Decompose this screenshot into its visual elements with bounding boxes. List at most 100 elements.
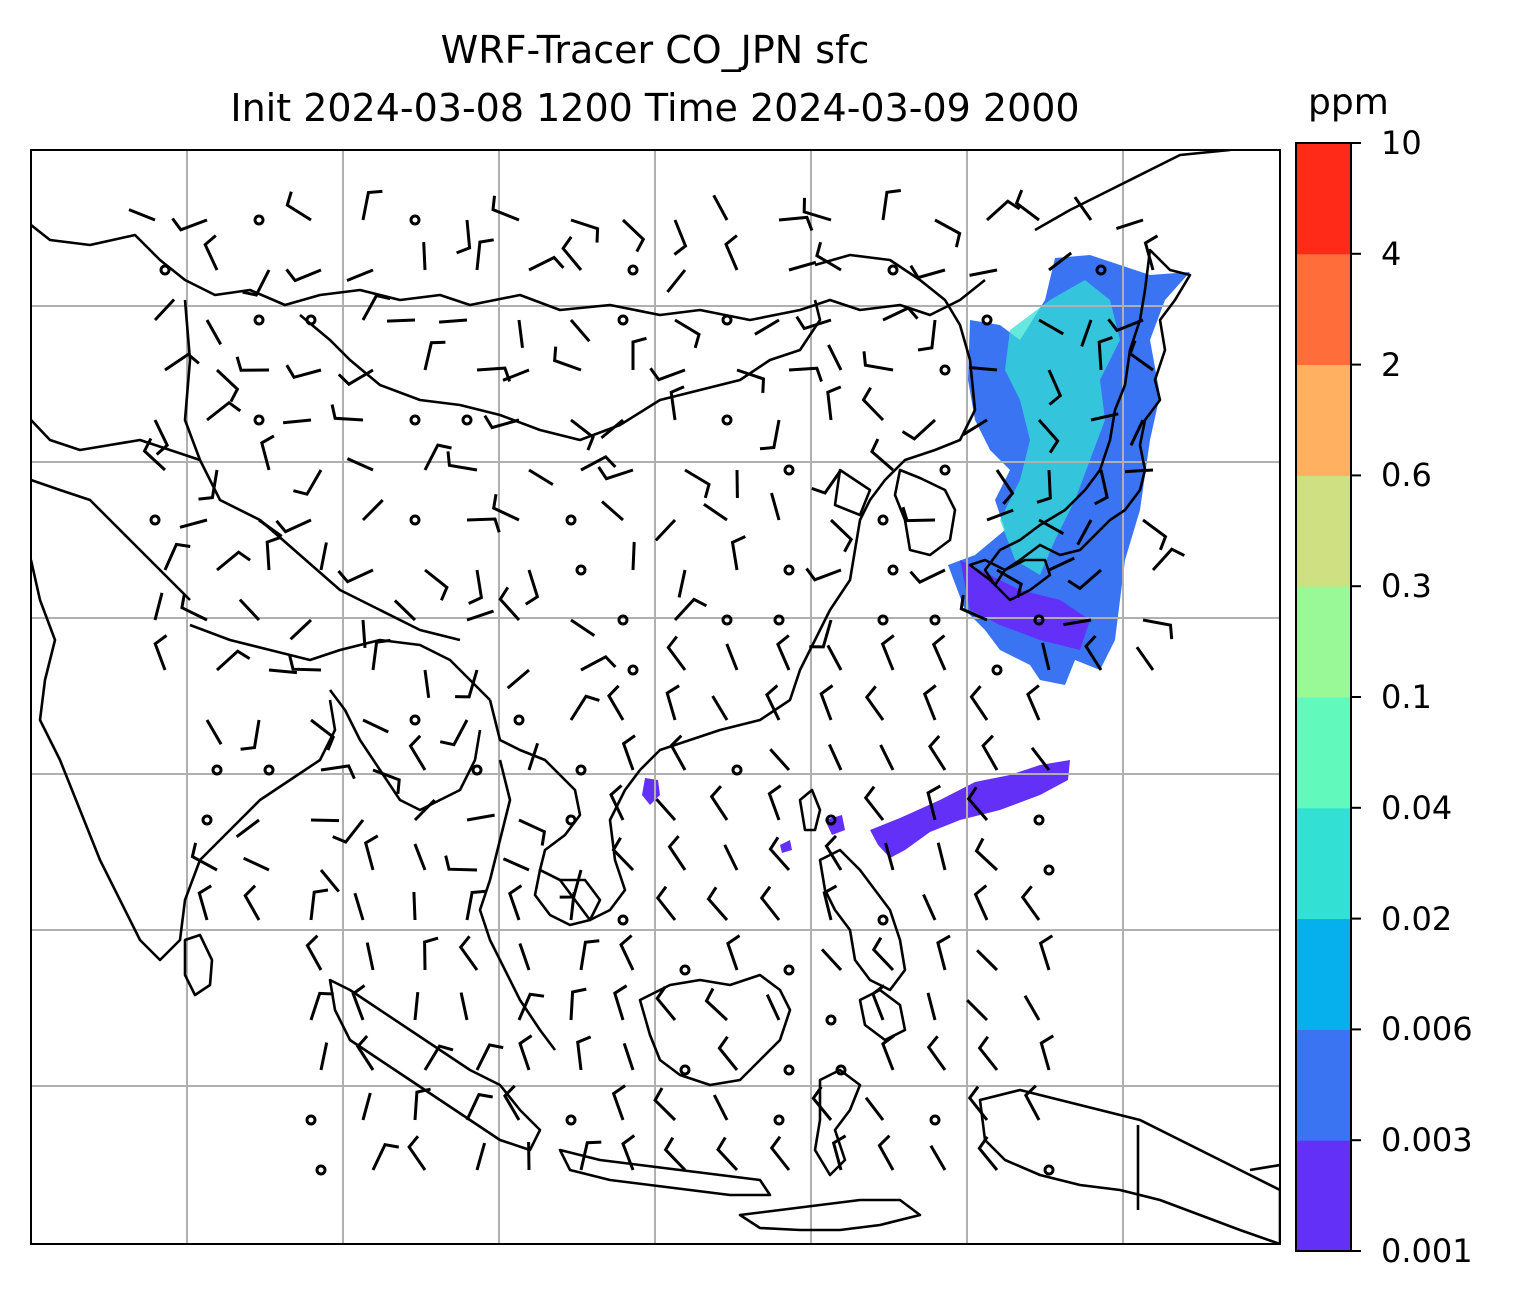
wind-barb: [977, 1136, 999, 1171]
wind-barb: [621, 734, 636, 771]
wind-barb: [268, 668, 298, 675]
wind-barb: [353, 892, 365, 921]
tracer-shading: [642, 255, 1190, 858]
wind-barb: [423, 669, 431, 698]
wind-barb: [1047, 369, 1063, 406]
wind-barb: [1142, 618, 1174, 640]
wind-barb-calm: [201, 814, 213, 826]
wind-barb: [413, 798, 436, 822]
wind-barb: [282, 418, 312, 425]
wind-barb: [576, 1035, 592, 1071]
wind-barb: [820, 948, 843, 972]
wind-barb: [1037, 418, 1060, 454]
wind-barb: [1041, 642, 1051, 671]
wind-barb: [1124, 468, 1154, 474]
wind-barb: [153, 634, 168, 671]
wind-barb: [502, 857, 530, 872]
wind-barb: [827, 344, 843, 371]
colorbar-unit-label: ppm: [1308, 82, 1389, 123]
colorbar-segment: [1296, 475, 1351, 587]
wind-barb: [621, 1134, 636, 1171]
wind-barb: [190, 842, 218, 872]
wind-barb: [1076, 519, 1093, 546]
wind-barb: [361, 1092, 372, 1121]
wind-barb: [498, 586, 521, 622]
wind-barb: [240, 719, 261, 751]
colorbar-segment: [1296, 253, 1351, 366]
wind-barb-calm: [939, 464, 951, 476]
wind-barb: [260, 434, 275, 471]
wind-barb: [677, 569, 687, 598]
wind-barb: [1026, 684, 1041, 721]
wind-barb: [153, 298, 176, 322]
wind-barb: [969, 268, 998, 277]
wind-barb-calm: [575, 564, 587, 576]
wind-barb: [824, 834, 843, 871]
colorbar-frame: [1295, 142, 1352, 1252]
wind-barb: [198, 469, 219, 501]
wind-barb: [631, 336, 647, 370]
wind-barb: [601, 500, 624, 522]
wind-barb-calm: [149, 514, 161, 526]
wind-barb: [669, 734, 687, 771]
wind-barb: [926, 1035, 947, 1071]
wind-barb: [310, 718, 336, 751]
wind-barb-calm: [991, 664, 1003, 676]
wind-barb: [438, 318, 468, 324]
wind-barb: [1097, 335, 1113, 371]
wind-barb: [506, 668, 530, 690]
wind-barb: [703, 502, 728, 522]
wind-barb: [243, 884, 261, 921]
wind-barb: [788, 260, 817, 272]
wind-barb-calm: [315, 1164, 327, 1176]
wind-barb: [518, 943, 531, 971]
wind-barb: [1073, 196, 1093, 221]
wind-barb: [597, 466, 634, 481]
wind-barb: [361, 189, 383, 221]
wind-barb: [362, 718, 389, 734]
colorbar-segment: [1296, 143, 1351, 255]
wind-barb: [666, 269, 687, 293]
wind-barb: [163, 542, 191, 571]
wind-barb: [293, 469, 323, 496]
wind-barb: [309, 888, 329, 921]
wind-barb-calm: [409, 714, 421, 726]
wind-barb: [561, 236, 583, 271]
wind-barb: [372, 768, 401, 795]
wind-barb-calm: [305, 314, 317, 326]
wind-barb: [570, 218, 600, 243]
wind-barb: [819, 684, 834, 721]
wind-barb: [1129, 419, 1145, 446]
wind-barb-calm: [159, 264, 171, 276]
wind-barb: [1038, 318, 1065, 336]
wind-barb: [880, 634, 895, 671]
wind-barb: [365, 942, 375, 971]
wind-barb: [724, 234, 739, 271]
wind-barb: [862, 351, 894, 372]
wind-barb-calm: [565, 514, 577, 526]
wind-barb: [730, 535, 746, 571]
wind-barb: [305, 934, 323, 971]
wind-barb: [1048, 251, 1073, 272]
wind-barb: [931, 634, 947, 671]
colorbar-tick-label: 0.02: [1381, 899, 1453, 938]
wind-barb: [665, 684, 680, 721]
colorbar-tick-label: 0.001: [1381, 1232, 1473, 1270]
wind-barb: [569, 319, 591, 343]
wind-barb: [600, 418, 624, 440]
wind-barb-calm: [617, 914, 629, 926]
wind-barb: [361, 619, 367, 649]
wind-barb: [673, 219, 688, 256]
colorbar-tick-label: 0.6: [1381, 456, 1432, 495]
tracer-region-japan-inner: [1000, 280, 1120, 575]
wind-barb: [879, 744, 895, 771]
wind-barb-calm: [253, 414, 265, 426]
wind-barb: [649, 367, 686, 382]
wind-barb: [458, 935, 479, 971]
wind-barb: [215, 368, 240, 403]
wind-barb: [928, 735, 947, 771]
wind-barb: [422, 241, 427, 271]
wind-barb: [871, 984, 886, 1021]
wind-barb: [319, 542, 328, 571]
wind-barb: [206, 400, 242, 422]
